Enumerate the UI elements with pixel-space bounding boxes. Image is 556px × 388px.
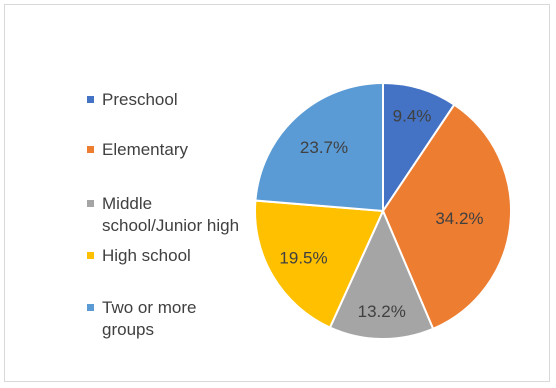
pie-slice bbox=[254, 81, 384, 213]
legend-swatch bbox=[87, 200, 94, 207]
legend-swatch bbox=[87, 252, 94, 259]
slice-value-label: 19.5% bbox=[279, 249, 327, 268]
pie-slice bbox=[254, 199, 385, 329]
legend-label: High school bbox=[102, 246, 191, 265]
chart-area: Preschool Elementary Middle school/Junior h… bbox=[4, 4, 550, 382]
legend-swatch bbox=[87, 304, 94, 311]
legend-item: Elementary bbox=[87, 139, 188, 161]
legend-label: Middle school/Junior high bbox=[102, 194, 240, 235]
legend-item: Two or more groups bbox=[87, 297, 196, 341]
slice-value-label: 13.2% bbox=[358, 302, 406, 321]
pie-slice bbox=[381, 103, 512, 331]
legend-item: High school bbox=[87, 245, 191, 267]
legend-label: Elementary bbox=[102, 140, 188, 159]
slice-value-label: 23.7% bbox=[300, 138, 348, 157]
slice-value-label: 9.4% bbox=[393, 106, 432, 125]
legend-label: Preschool bbox=[102, 90, 178, 109]
legend-item: Middle school/Junior high bbox=[87, 193, 239, 237]
pie-slice bbox=[382, 81, 456, 215]
legend-item: Preschool bbox=[87, 89, 178, 111]
pie-chart: 9.4% 34.2% 13.2% 19.5% 23.7% bbox=[254, 81, 512, 340]
legend-swatch bbox=[87, 96, 94, 103]
slice-value-label: 34.2% bbox=[435, 209, 483, 228]
pie-slice bbox=[328, 208, 435, 340]
legend-label: Two or more groups bbox=[102, 298, 197, 339]
legend-swatch bbox=[87, 146, 94, 153]
